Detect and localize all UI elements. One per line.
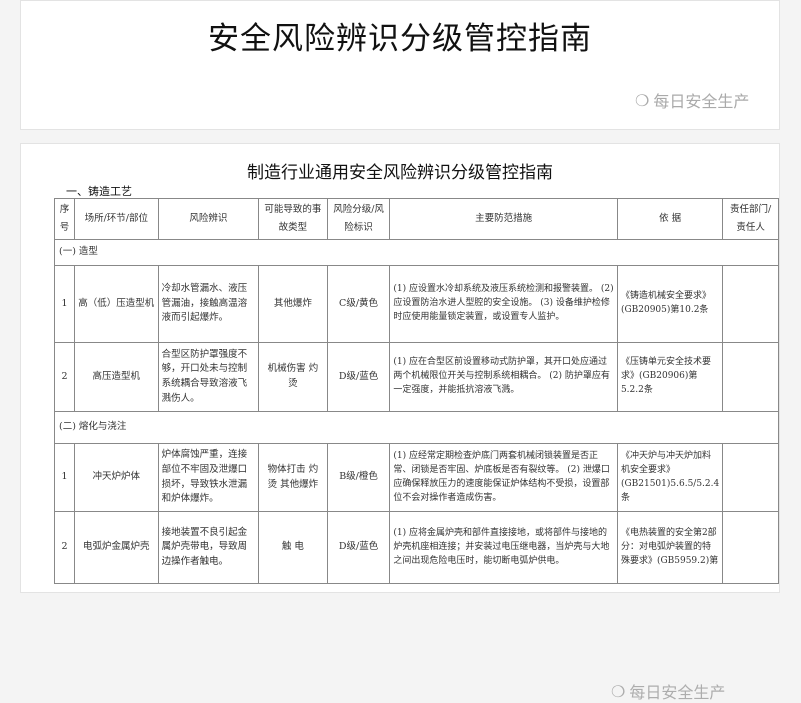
title-card: 安全风险辨识分级管控指南 ❍ 每日安全生产: [20, 0, 780, 130]
cell-no: 1: [54, 443, 75, 513]
cell-place: 电弧炉金属炉壳: [73, 511, 159, 585]
col-header: 可能导致的事故类型: [258, 197, 328, 241]
col-header: 序号: [54, 197, 75, 241]
cell-basis: 《铸造机械安全要求》(GB20905)第10.2条: [616, 265, 724, 344]
cell-level: C级/黄色: [326, 265, 391, 344]
cell-accident: 物体打击 灼 烫 其他爆炸: [258, 443, 328, 513]
cell-risk: 接地装置不良引起金属炉壳带电，导致周边操作者触电。: [157, 511, 260, 585]
cell-no: 2: [54, 511, 75, 585]
cell-measures: (1) 应在合型区前设置移动式防护罩，其开口处应通过两个机械限位开关与控制系统相…: [389, 342, 618, 413]
cell-measures: (1) 应设置水冷却系统及液压系统检测和报警装置。 (2) 应设置防治水进人型腔…: [389, 265, 618, 344]
cell-no: 1: [54, 265, 75, 344]
cell-owner: [722, 511, 779, 585]
cell-measures: (1) 应经常定期检查炉底门两套机械闭锁装置是否正常、闭锁是否牢固、炉底板是否有…: [389, 443, 618, 513]
group-row: (一) 造型: [54, 239, 779, 267]
cell-risk: 冷却水管漏水、液压管漏油，接触高温溶液而引起爆炸。: [157, 265, 260, 344]
cell-owner: [722, 265, 779, 344]
cell-owner: [722, 342, 779, 413]
cell-owner: [722, 443, 779, 513]
cell-place: 高（低）压造型机: [73, 265, 159, 344]
col-header: 责任部门/责任人: [722, 197, 779, 241]
cell-basis: 《压铸单元安全技术要求》(GB20906)第5.2.2条: [616, 342, 724, 413]
col-header: 场所/环节/部位: [73, 197, 159, 241]
table-row: 2 高压造型机 合型区防护罩强度不够，开口处未与控制系统耦合导致溶液飞溅伤人。 机械伤…: [54, 342, 779, 413]
cell-no: 2: [54, 342, 75, 413]
wechat-icon: ❍: [635, 90, 650, 110]
section-heading: 一、铸造工艺: [66, 185, 132, 198]
cell-risk: 炉体腐蚀严重，连接部位不牢固及泄爆口损坏，导致铁水泄漏和炉体爆炸。: [157, 443, 260, 513]
col-header: 主要防范措施: [389, 197, 618, 241]
cell-accident: 其他爆炸: [258, 265, 328, 344]
cell-measures: (1) 应将金属炉壳和部件直接接地，或将部件与接地的炉壳机座相连接；并安装过电压…: [389, 511, 618, 585]
group-label: (二) 熔化与浇注: [54, 411, 779, 445]
watermark-overlay: ❍ 每日安全生产: [611, 681, 726, 703]
document-title: 制造行业通用安全风险辨识分级管控指南: [247, 163, 553, 183]
wechat-icon: ❍: [611, 681, 626, 701]
col-header: 风险分级/风险标识: [326, 197, 391, 241]
cell-basis: 《电热装置的安全第2部分：对电弧炉装置的特殊要求》(GB5959.2)第: [616, 511, 724, 585]
cell-place: 高压造型机: [73, 342, 159, 413]
page-title: 安全风险辨识分级管控指南: [208, 21, 592, 57]
cell-level: B级/橙色: [326, 443, 391, 513]
document-card: 制造行业通用安全风险辨识分级管控指南 一、铸造工艺 序号 场所/环节/部位 风险…: [20, 143, 780, 702]
cell-place: 冲天炉炉体: [73, 443, 159, 513]
cell-accident: 机械伤害 灼 烫: [258, 342, 328, 413]
table-row: 2 电弧炉金属炉壳 接地装置不良引起金属炉壳带电，导致周边操作者触电。触 电 D级/蓝…: [54, 511, 779, 585]
table-row: 1 高（低）压造型机 冷却水管漏水、液压管漏油，接触高温溶液而引起爆炸。 其他爆炸 C级…: [54, 265, 779, 344]
col-header: 风险辨识: [157, 197, 260, 241]
table-row: 1 冲天炉炉体 炉体腐蚀严重，连接部位不牢固及泄爆口损坏，导致铁水泄漏和炉体爆炸。物…: [54, 443, 779, 513]
cell-accident: 触 电: [258, 511, 328, 585]
group-row: (二) 熔化与浇注: [54, 411, 779, 445]
col-header: 依 据: [616, 197, 724, 241]
cell-risk: 合型区防护罩强度不够，开口处未与控制系统耦合导致溶液飞溅伤人。: [157, 342, 260, 413]
group-label: (一) 造型: [54, 239, 779, 267]
risk-table: 序号 场所/环节/部位 风险辨识 可能导致的事故类型 风险分级/风险标识 主要防…: [54, 197, 779, 585]
cell-basis: 《冲天炉与冲天炉加料机安全要求》(GB21501)5.6.5/5.2.4条: [616, 443, 724, 513]
watermark: ❍ 每日安全生产: [635, 90, 750, 112]
cell-level: D级/蓝色: [326, 511, 391, 585]
table-header: 序号 场所/环节/部位 风险辨识 可能导致的事故类型 风险分级/风险标识 主要防…: [54, 197, 779, 241]
cell-level: D级/蓝色: [326, 342, 391, 413]
